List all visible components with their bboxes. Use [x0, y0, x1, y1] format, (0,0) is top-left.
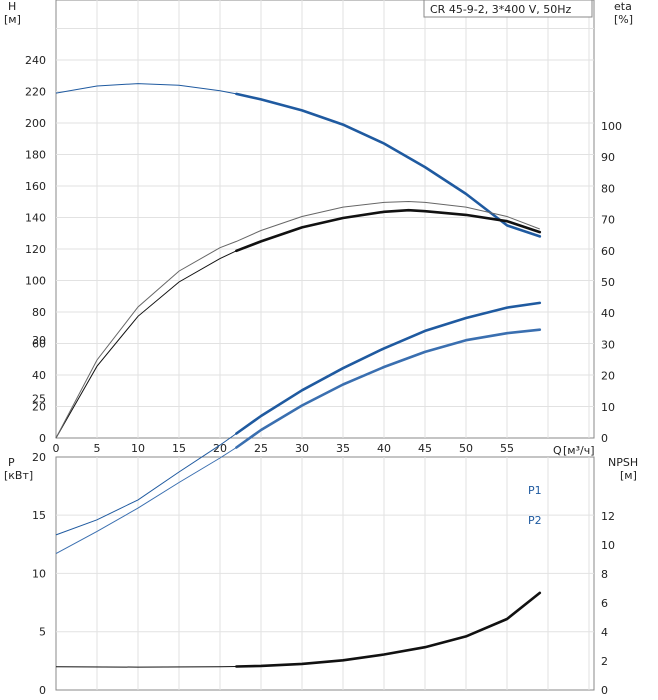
tick-label-left: 25: [32, 393, 46, 406]
tick-label-right: 0: [601, 432, 608, 445]
series-line-operating-range: [235, 208, 542, 253]
plot-frames: [55, 0, 595, 691]
grid-lines: [56, 0, 594, 690]
tick-label-right: 90: [601, 151, 615, 164]
tick-label-left: 140: [25, 212, 46, 225]
tick-label-x: 20: [213, 442, 227, 455]
tick-label-left: 10: [32, 567, 46, 580]
tick-label-left: 120: [25, 243, 46, 256]
tick-label-x: 10: [131, 442, 145, 455]
tick-label-x: 50: [459, 442, 473, 455]
tick-label-x: 5: [94, 442, 101, 455]
tick-label-right: 12: [601, 510, 615, 523]
tick-label-left: 30: [32, 334, 46, 347]
model-label-box: CR 45-9-2, 3*400 V, 50Hz: [423, 0, 593, 18]
tick-label-right: 10: [601, 401, 615, 414]
tick-label-right: 2: [601, 655, 608, 668]
lower-right-axis-name: NPSH: [608, 456, 638, 469]
tick-label-left: 80: [32, 306, 46, 319]
upper-plot-frame: [55, 0, 595, 439]
tick-label-left: 20: [32, 451, 46, 464]
lower-left-axis-unit: [кВт]: [4, 469, 33, 482]
series-lines: [55, 83, 542, 668]
upper-left-axis-unit: [м]: [4, 13, 21, 26]
tick-label-x: 15: [172, 442, 186, 455]
tick-label-left: 200: [25, 117, 46, 130]
upper-left-axis-name: H: [8, 0, 16, 13]
series-line-operating-range: [235, 92, 542, 238]
tick-label-x: 45: [418, 442, 432, 455]
tick-label-left: 40: [32, 369, 46, 382]
tick-label-x: 30: [295, 442, 309, 455]
tick-label-right: 40: [601, 307, 615, 320]
tick-label-left: 0: [39, 432, 46, 445]
tick-label-right: 4: [601, 626, 608, 639]
tick-label-left: 60: [32, 338, 46, 351]
series-line-thin: [55, 592, 541, 668]
tick-label-left: 100: [25, 275, 46, 288]
series-labels: P1 P2: [528, 484, 542, 527]
upper-axis-titles: H [м] eta [%] Q [м³/ч]: [4, 0, 633, 457]
tick-label-x: 25: [254, 442, 268, 455]
lower-left-axis-name: P: [8, 456, 15, 469]
tick-label-right: 70: [601, 214, 615, 227]
tick-label-right: 10: [601, 539, 615, 552]
tick-label-right: 80: [601, 182, 615, 195]
tick-label-left: 0: [39, 684, 46, 697]
x-axis-unit: [м³/ч]: [563, 444, 595, 457]
lower-right-axis-unit: [м]: [620, 469, 637, 482]
upper-right-axis-unit: [%]: [614, 13, 633, 26]
series-line-operating-range: [235, 591, 542, 668]
model-label: CR 45-9-2, 3*400 V, 50Hz: [430, 3, 572, 16]
upper-right-axis-name: eta: [614, 0, 632, 13]
tick-label-right: 6: [601, 597, 608, 610]
series-line-thin: [55, 209, 540, 439]
tick-label-left: 5: [39, 626, 46, 639]
tick-label-left: 220: [25, 86, 46, 99]
tick-label-right: 30: [601, 338, 615, 351]
tick-label-right: 50: [601, 276, 615, 289]
tick-label-left: 15: [32, 509, 46, 522]
series-line-operating-range: [235, 301, 542, 435]
tick-label-left: 160: [25, 180, 46, 193]
x-axis-name: Q: [553, 444, 562, 457]
lower-axis-titles: P [кВт] NPSH [м]: [4, 456, 638, 482]
model-label-frame: [423, 0, 593, 18]
tick-label-right: 100: [601, 120, 622, 133]
tick-label-x: 40: [377, 442, 391, 455]
tick-label-x: 0: [53, 442, 60, 455]
series-label-p1: P1: [528, 484, 542, 497]
tick-label-right: 0: [601, 684, 608, 697]
series-label-p2: P2: [528, 514, 542, 527]
tick-label-x: 55: [500, 442, 514, 455]
series-line-thin: [55, 83, 540, 237]
tick-label-x: 35: [336, 442, 350, 455]
tick-label-right: 8: [601, 568, 608, 581]
tick-label-left: 20: [32, 401, 46, 414]
tick-label-right: 20: [601, 370, 615, 383]
series-line-thin: [55, 302, 540, 536]
tick-labels: 0204060801001201401601802002202400102030…: [25, 54, 622, 697]
tick-label-left: 240: [25, 54, 46, 67]
series-line-operating-range: [235, 328, 542, 449]
tick-label-left: 180: [25, 149, 46, 162]
series-line-thin: [55, 200, 540, 439]
tick-label-right: 60: [601, 245, 615, 258]
